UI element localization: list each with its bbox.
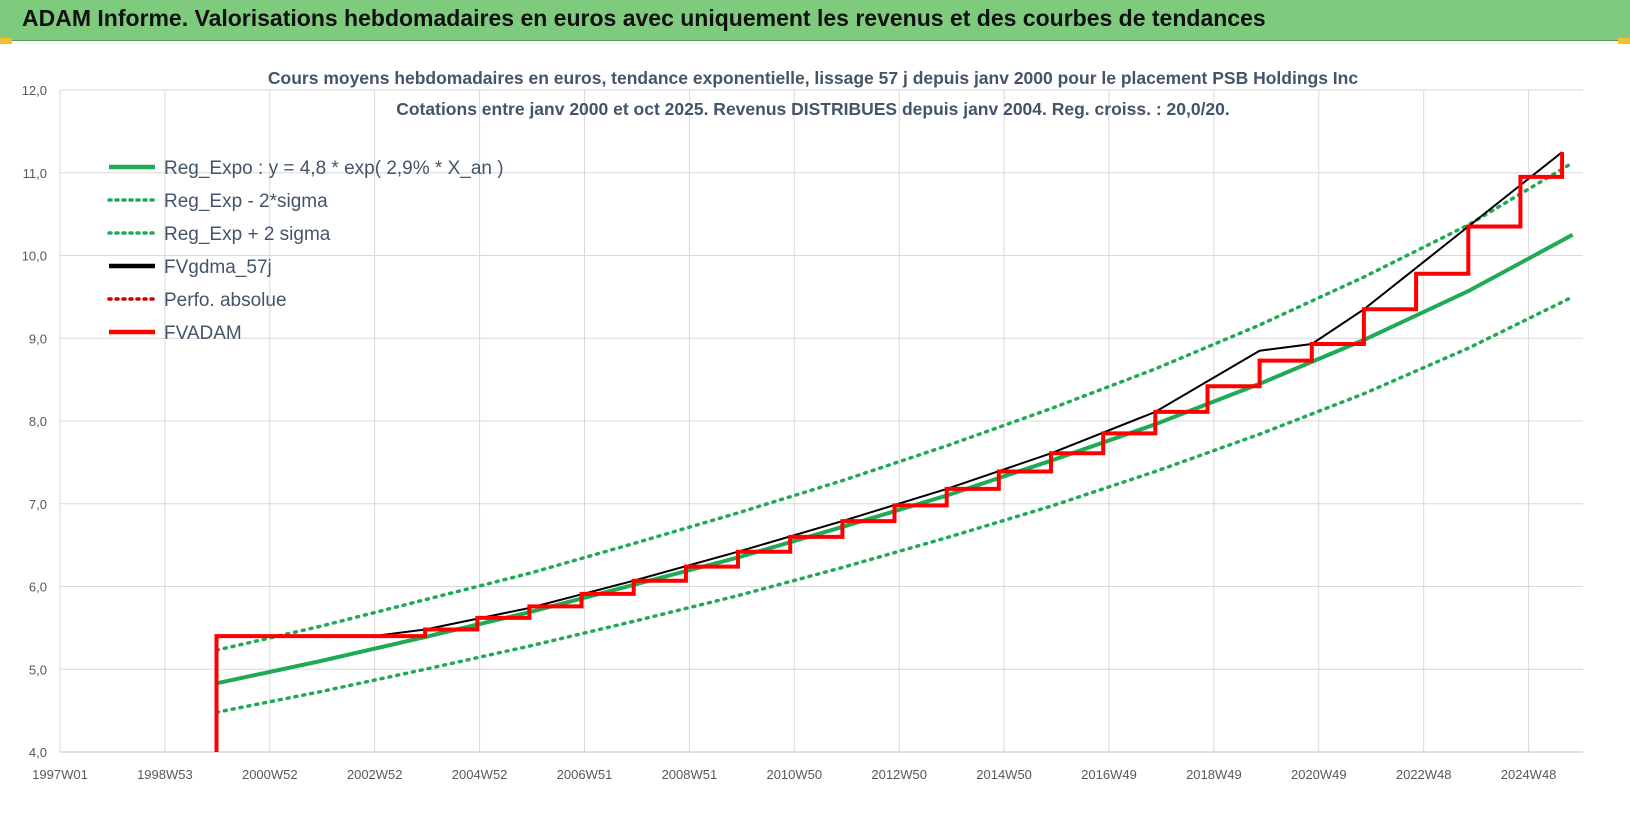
series-reg-minus-2sigma [214, 295, 1575, 715]
y-tick-label: 10,0 [22, 249, 47, 264]
x-tick-label: 2006W51 [557, 767, 613, 782]
series-layer [214, 151, 1575, 752]
x-tick-label: 2004W52 [452, 767, 508, 782]
x-tick-label: 2008W51 [662, 767, 718, 782]
x-tick-label: 2020W49 [1291, 767, 1347, 782]
x-tick-label: 2022W48 [1396, 767, 1452, 782]
chart-title: Cours moyens hebdomadaires en euros, ten… [268, 68, 1358, 88]
x-tick-label: 2018W49 [1186, 767, 1242, 782]
report-header: ADAM Informe. Valorisations hebdomadaire… [0, 0, 1630, 41]
series-fvadam [214, 152, 1565, 752]
y-tick-label: 12,0 [22, 83, 47, 98]
y-tick-label: 11,0 [23, 166, 47, 181]
y-tick-label: 9,0 [29, 331, 47, 346]
series-reg-expo [216, 233, 1574, 686]
legend: Reg_Expo : y = 4,8 * exp( 2,9% * X_an ) R… [107, 158, 504, 344]
series-fvgdma-57j [216, 151, 1563, 638]
x-tick-label: 2016W49 [1081, 767, 1137, 782]
y-tick-label: 8,0 [29, 414, 47, 429]
x-tick-label: 1998W53 [137, 767, 193, 782]
legend-label: FVADAM [164, 323, 242, 344]
y-tick-label: 5,0 [29, 662, 47, 677]
x-tick-label: 2012W50 [871, 767, 927, 782]
y-tick-label: 6,0 [29, 580, 47, 595]
legend-label: Reg_Expo : y = 4,8 * exp( 2,9% * X_an ) [164, 158, 504, 179]
y-tick-label: 4,0 [29, 745, 47, 760]
header-corner-right [1618, 38, 1630, 44]
line-chart: 4,05,06,07,08,09,010,011,012,0 1997W01 19… [22, 68, 1583, 782]
x-tick-label: 2014W50 [976, 767, 1032, 782]
report-title: ADAM Informe. Valorisations hebdomadaire… [22, 5, 1266, 31]
x-tick-label: 2000W52 [242, 767, 298, 782]
y-tick-label: 7,0 [29, 497, 47, 512]
legend-label: Perfo. absolue [164, 290, 287, 311]
x-tick-label: 1997W01 [32, 767, 88, 782]
x-axis-ticks: 1997W01 1998W53 2000W52 2002W52 2004W52 2006W… [32, 767, 1556, 782]
chart-area: 4,0 5,0 6,0 7,0 8,0 9,0 10,0 11,0 12,0 1997W01 19… [0, 44, 1630, 815]
y-axis-ticks: 4,0 5,0 6,0 7,0 8,0 9,0 10,0 11,0 12,0 [22, 83, 47, 760]
legend-label: Reg_Exp + 2 sigma [164, 224, 331, 245]
chart-subtitle: Cotations entre janv 2000 et oct 2025. R… [396, 99, 1230, 119]
grid [59, 89, 1583, 753]
x-tick-label: 2024W48 [1501, 767, 1557, 782]
series-reg-plus-2sigma [214, 161, 1575, 652]
header-corner-left [0, 38, 12, 44]
legend-label: FVgdma_57j [164, 257, 272, 278]
x-tick-label: 2010W50 [766, 767, 822, 782]
legend-label: Reg_Exp - 2*sigma [164, 191, 328, 212]
x-tick-label: 2002W52 [347, 767, 403, 782]
